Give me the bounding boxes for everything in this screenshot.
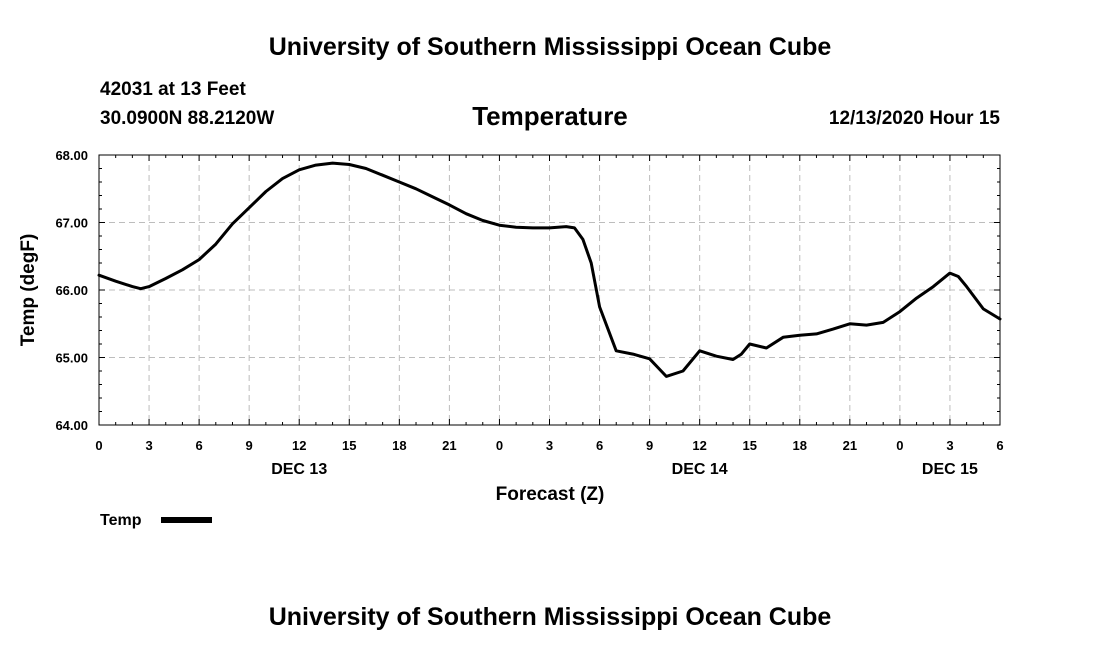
day-label: DEC 15 [922,461,978,478]
x-tick-label: 21 [442,438,456,453]
x-tick-label: 3 [546,438,553,453]
series-group [97,161,1002,378]
x-tick-label: 0 [496,438,503,453]
x-tick-label: 6 [596,438,603,453]
x-tick-label: 6 [996,438,1003,453]
x-tick-label: 0 [95,438,102,453]
x-tick-label: 12 [292,438,306,453]
y-tick-label: 67.00 [55,216,88,231]
x-tick-label: 3 [145,438,152,453]
y-tick-labels: 64.00 65.00 66.00 67.00 68.00 [55,148,88,433]
location-label: 30.0900N 88.2120W [100,108,274,129]
x-tick-labels: 0 3 6 9 12 15 18 21 0 3 6 9 12 15 18 21 0 3 6 [95,438,1003,453]
y-axis-label: Temp (degF) [18,234,39,347]
page-title: University of Southern Mississippi Ocean… [269,33,832,61]
x-tick-label: 15 [742,438,756,453]
y-tick-label: 68.00 [55,148,88,163]
y-tick-label: 64.00 [55,418,88,433]
series-line-temp [97,161,1002,378]
x-tick-label: 18 [392,438,406,453]
x-tick-label: 12 [692,438,706,453]
x-tick-label: 15 [342,438,356,453]
chart-title: Temperature [472,101,628,131]
y-tick-label: 65.00 [55,351,88,366]
x-axis-label: Forecast (Z) [496,484,605,505]
x-tick-label: 21 [843,438,857,453]
x-tick-label: 9 [246,438,253,453]
y-tick-label: 66.00 [55,283,88,298]
day-labels: DEC 13 DEC 14 DEC 15 [271,461,978,478]
datetime-label: 12/13/2020 Hour 15 [829,108,1001,129]
x-tick-label: 9 [646,438,653,453]
plot-frame [98,154,1001,426]
x-tick-label: 3 [946,438,953,453]
legend-label: Temp [100,512,142,529]
x-tick-label: 18 [793,438,807,453]
station-label: 42031 at 13 Feet [100,79,246,100]
day-label: DEC 14 [672,461,728,478]
grid-lines [99,155,1000,425]
footer-title: University of Southern Mississippi Ocean… [269,603,832,631]
x-tick-label: 6 [195,438,202,453]
x-tick-label: 0 [896,438,903,453]
day-label: DEC 13 [271,461,327,478]
